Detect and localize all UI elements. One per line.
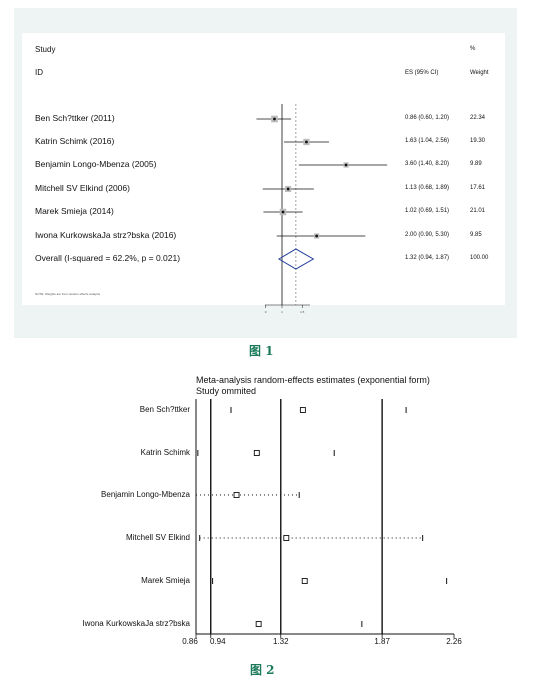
figure-1-panel — [22, 33, 505, 305]
weight-value: 19.30 — [470, 138, 486, 144]
es-value: 1.02 (0.69, 1.51) — [405, 208, 450, 214]
x-tick-label: 2.26 — [446, 637, 462, 646]
ci-upper-mark — [361, 621, 363, 627]
weight-value: 9.89 — [470, 161, 482, 167]
header-percent: % — [470, 46, 476, 52]
ci-lower-mark — [212, 578, 214, 584]
figure-2-caption: 图 2 — [250, 663, 275, 677]
point-estimate-box — [301, 578, 308, 584]
ci-upper-mark — [405, 407, 407, 413]
study-label: Marek Smieja (2014) — [35, 206, 114, 216]
study-label: Iwona KurkowskaJa strz?bska (2016) — [35, 230, 177, 240]
x-tick-label: 1.32 — [272, 637, 289, 646]
es-value: 1.13 (0.68, 1.89) — [405, 185, 450, 191]
point-estimate — [315, 234, 319, 238]
ci-lower-mark — [197, 450, 199, 456]
ci-upper-mark — [422, 535, 424, 541]
weight-value: 22.34 — [470, 115, 486, 121]
es-value: 1.63 (1.04, 2.56) — [405, 138, 450, 144]
ci-lower-mark — [230, 407, 232, 413]
point-estimate-box — [255, 621, 262, 627]
figure-1-caption: 图 1 — [249, 344, 274, 358]
x-tick-label: 0.94 — [209, 637, 226, 646]
x-tick-label: 0.86 — [182, 637, 198, 646]
point-estimate — [273, 117, 276, 121]
weight-value: 21.01 — [470, 208, 486, 214]
ci-lower-mark — [195, 621, 197, 627]
weight-value: 17.61 — [470, 185, 486, 191]
study-label: Benjamin Longo-Mbenza (2005) — [35, 159, 157, 169]
es-value: 2.00 (0.90, 5.30) — [405, 232, 450, 238]
point-estimate-box — [233, 492, 240, 498]
point-estimate — [305, 140, 308, 144]
x-tick-label: 1.5 — [300, 310, 305, 314]
study-omitted-label: Benjamin Longo-Mbenza — [101, 490, 190, 499]
figure-2-subtitle: Study ommited — [196, 386, 257, 396]
overall-es-value: 1.32 (0.94, 1.87) — [405, 255, 450, 261]
figure-2-title: Meta-analysis random-effects estimates (… — [196, 375, 430, 397]
ci-upper-mark — [333, 450, 335, 456]
overall-label: Overall (I-squared = 62.2%, p = 0.021) — [35, 253, 181, 263]
point-estimate-box — [283, 535, 290, 541]
study-omitted-label: Marek Smieja — [141, 576, 190, 585]
x-tick-label: 1.87 — [374, 637, 390, 646]
weights-note: NOTE: Weights are from random effects an… — [35, 292, 101, 296]
point-estimate-box — [299, 407, 306, 413]
figure-2-title-line: Meta-analysis random-effects estimates (… — [196, 375, 430, 385]
ci-lower-mark — [195, 492, 197, 498]
point-estimate — [344, 163, 348, 167]
study-label: Ben Sch?ttker (2011) — [35, 113, 115, 123]
overall-weight-value: 100.00 — [470, 255, 489, 261]
point-estimate-box — [253, 450, 260, 456]
study-omitted-label: Katrin Schimk — [140, 448, 190, 457]
weight-value: 9.85 — [470, 232, 482, 238]
ci-upper-mark — [446, 578, 448, 584]
ci-upper-mark — [298, 492, 300, 498]
es-value: 0.86 (0.60, 1.20) — [405, 115, 450, 121]
es-value: 3.60 (1.40, 8.20) — [405, 161, 450, 167]
x-tick-label: 0 — [264, 310, 267, 314]
header-id: ID — [35, 68, 43, 77]
point-estimate — [281, 210, 285, 214]
overall-diamond — [277, 248, 315, 270]
header-weight: Weight — [470, 70, 489, 76]
study-omitted-label: Iwona KurkowskaJa strz?bska — [82, 619, 190, 628]
study-omitted-label: Ben Sch?ttker — [139, 405, 190, 414]
x-tick-label: 1 — [281, 310, 283, 314]
ci-lower-mark — [199, 535, 201, 541]
study-label: Katrin Schimk (2016) — [35, 136, 115, 146]
header-es: ES (95% CI) — [405, 70, 439, 76]
study-label: Mitchell SV Elkind (2006) — [35, 183, 130, 193]
header-study: Study — [35, 45, 56, 54]
point-estimate — [286, 187, 290, 191]
study-omitted-label: Mitchell SV Elkind — [125, 533, 190, 542]
